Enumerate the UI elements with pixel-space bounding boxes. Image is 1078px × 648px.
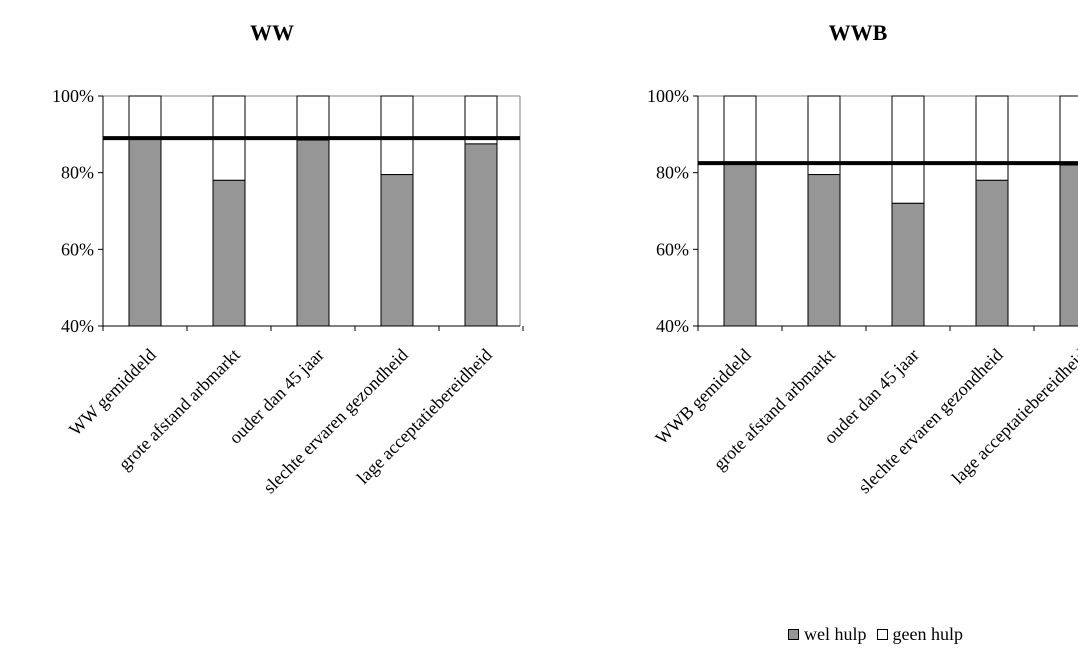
legend-swatch-wel-hulp: [788, 629, 799, 640]
x-tick-label: slechte ervaren gezondheid: [854, 345, 1007, 498]
y-tick-label: 60%: [656, 239, 689, 259]
x-tick-label: lage acceptatiebereidheid: [948, 345, 1078, 488]
y-tick-label: 60%: [61, 239, 94, 259]
x-tick-label: WW gemiddeld: [65, 345, 160, 440]
bar-wel-hulp-slechte-ervaren-gezondheid: [380, 174, 414, 327]
x-tick-label: slechte ervaren gezondheid: [259, 345, 412, 498]
bar-geen-hulp-ouder-dan-45-jaar: [296, 95, 330, 141]
bar-geen-hulp-ouder-dan-45-jaar: [891, 95, 925, 204]
bar-geen-hulp-wwb-gemiddeld: [723, 95, 757, 164]
bar-geen-hulp-ww-gemiddeld: [128, 95, 162, 139]
legend-label-wel-hulp: wel hulp: [804, 624, 867, 644]
legend-item-geen-hulp: geen hulp: [876, 624, 963, 645]
bar-wel-hulp-lage-acceptatiebereidheid: [1059, 164, 1078, 327]
y-tick-label: 100%: [52, 86, 94, 106]
chart-title: WWB: [829, 20, 888, 45]
bar-wel-hulp-wwb-gemiddeld: [723, 162, 757, 327]
bar-wel-hulp-lage-acceptatiebereidheid: [464, 143, 498, 327]
chart-title: WW: [250, 20, 294, 45]
y-tick-label: 100%: [647, 86, 689, 106]
y-tick-label: 80%: [656, 163, 689, 183]
bar-wel-hulp-grote-afstand-arbmarkt: [807, 174, 841, 327]
legend-label-geen-hulp: geen hulp: [892, 624, 963, 644]
bar-wel-hulp-ouder-dan-45-jaar: [296, 139, 330, 327]
bar-wel-hulp-ouder-dan-45-jaar: [891, 202, 925, 327]
chart-legend: wel hulp geen hulp: [788, 624, 973, 645]
y-tick-label: 80%: [61, 163, 94, 183]
legend-item-wel-hulp: wel hulp: [788, 624, 867, 645]
bar-geen-hulp-slechte-ervaren-gezondheid: [380, 95, 414, 176]
bar-geen-hulp-lage-acceptatiebereidheid: [464, 95, 498, 145]
legend-swatch-geen-hulp: [876, 629, 888, 640]
bar-wel-hulp-slechte-ervaren-gezondheid: [975, 179, 1009, 327]
bar-wel-hulp-grote-afstand-arbmarkt: [212, 179, 246, 327]
bar-geen-hulp-slechte-ervaren-gezondheid: [975, 95, 1009, 181]
bar-wel-hulp-ww-gemiddeld: [128, 137, 162, 327]
bar-geen-hulp-lage-acceptatiebereidheid: [1059, 95, 1078, 166]
y-tick-label: 40%: [656, 316, 689, 336]
x-tick-label: lage acceptatiebereidheid: [353, 345, 496, 488]
y-tick-label: 40%: [61, 316, 94, 336]
